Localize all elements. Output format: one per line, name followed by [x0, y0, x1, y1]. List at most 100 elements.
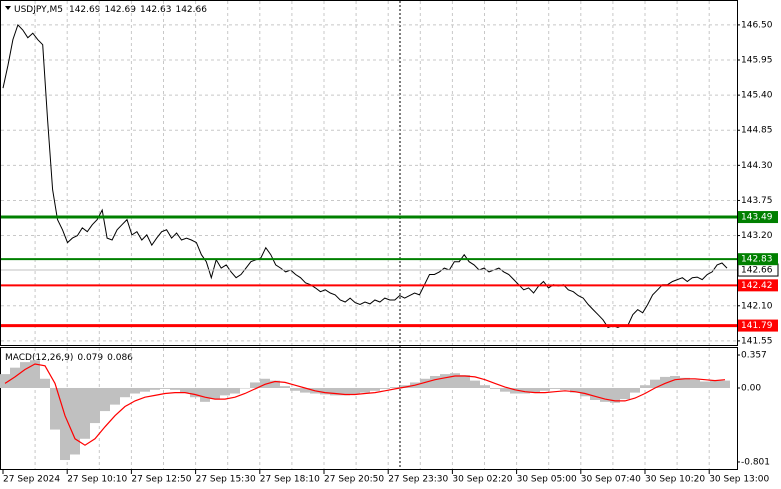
x-tick-label: 27 Sep 12:50: [131, 475, 191, 485]
histogram-bar: [680, 377, 690, 388]
histogram-bar: [20, 362, 30, 388]
histogram-bar: [260, 378, 270, 388]
histogram-bar: [220, 387, 230, 396]
histogram-bar: [620, 387, 630, 400]
y-tick-label: 144.30: [741, 161, 773, 171]
signal-line: [4, 363, 726, 446]
y-tick-label: 142.10: [741, 301, 773, 311]
histogram-bar: [90, 387, 100, 424]
histogram-bar: [230, 387, 240, 394]
y-tick-label: 143.20: [741, 231, 773, 241]
histogram-bar: [360, 387, 370, 393]
histogram-bar: [440, 374, 450, 388]
y-tick-label: 0.357: [741, 351, 767, 361]
x-tick-label: 27 Sep 18:10: [260, 475, 320, 485]
level-label: 142.42: [741, 281, 773, 291]
histogram-bar: [150, 387, 160, 390]
histogram-bar: [700, 381, 710, 388]
histogram-bar: [320, 387, 330, 395]
y-tick-label: 141.55: [741, 336, 773, 346]
level-label: 143.49: [741, 213, 773, 223]
histogram-bar: [130, 387, 140, 394]
histogram-bar: [520, 387, 530, 394]
histogram-bar: [140, 387, 150, 392]
y-tick-label: 145.40: [741, 91, 773, 101]
histogram-bar: [80, 387, 90, 439]
x-tick-label: 30 Sep 10:20: [645, 475, 705, 485]
histogram-bar: [380, 387, 390, 389]
symbol: USDJPY,M5: [14, 5, 63, 15]
open: 142.69: [69, 5, 101, 15]
histogram-bar: [590, 387, 600, 400]
histogram-bar: [550, 387, 560, 389]
level-box: [738, 319, 778, 332]
histogram-bar: [500, 387, 510, 392]
level-label: 142.83: [741, 255, 773, 265]
histogram-bar: [640, 385, 650, 388]
histogram-bar: [710, 380, 720, 388]
histogram-bar: [110, 387, 120, 405]
histogram-bar: [170, 387, 180, 390]
y-tick-label: 143.75: [741, 196, 773, 206]
macd-panel: [0, 347, 738, 470]
histogram-bar: [60, 387, 70, 461]
histogram-bar: [100, 387, 110, 412]
histogram-bar: [610, 387, 620, 403]
histogram-bar: [210, 387, 220, 400]
histogram-bar: [460, 375, 470, 388]
histogram-bar: [290, 387, 300, 391]
price-line: [2, 23, 728, 329]
histogram-bar: [660, 376, 670, 388]
histogram-bar: [190, 387, 200, 398]
histogram-bar: [340, 387, 350, 396]
histogram-bar: [470, 380, 480, 388]
menu-arrow[interactable]: [5, 6, 11, 10]
macd-value: 0.079: [77, 353, 103, 363]
histogram-bar: [690, 379, 700, 388]
x-tick-label: 30 Sep 07:40: [581, 475, 641, 485]
y-tick-label: 144.85: [741, 126, 773, 136]
x-tick-label: 30 Sep 05:00: [517, 475, 577, 485]
x-tick-label: 27 Sep 15:30: [196, 475, 256, 485]
level-box: [738, 211, 778, 224]
histogram-bar: [490, 387, 500, 389]
level-label: 141.79: [741, 321, 773, 331]
histogram-bar: [450, 373, 460, 388]
histogram-bar: [510, 387, 520, 394]
histogram-bar: [0, 374, 10, 388]
y-tick-label: 0.00: [741, 383, 761, 393]
x-tick-label: 27 Sep 23:30: [388, 475, 448, 485]
y-tick-label: 146.50: [741, 20, 773, 30]
x-tick-label: 27 Sep 2024: [3, 475, 60, 485]
x-tick-label: 30 Sep 13:00: [709, 475, 769, 485]
histogram-bar: [300, 387, 310, 393]
histogram-bar: [270, 380, 280, 388]
histogram-bar: [580, 387, 590, 397]
histogram-bar: [600, 387, 610, 402]
histogram-bar: [560, 387, 570, 390]
histogram-bar: [40, 378, 50, 388]
histogram-bar: [200, 387, 210, 402]
histogram-bar: [330, 387, 340, 396]
close: 142.66: [175, 5, 207, 15]
indicator: MACD(12,26,9): [5, 353, 73, 363]
histogram-bar: [10, 367, 20, 388]
histogram-bar: [480, 385, 490, 388]
histogram-bar: [420, 378, 430, 388]
histogram-bar: [120, 387, 130, 398]
histogram-bar: [370, 387, 380, 391]
y-tick-label: -0.801: [741, 457, 770, 467]
x-tick-label: 30 Sep 02:20: [452, 475, 512, 485]
level-box: [738, 253, 778, 266]
level-box: [738, 279, 778, 292]
histogram-bar: [30, 360, 40, 388]
histogram-bar: [630, 387, 640, 393]
x-tick-label: 27 Sep 20:50: [324, 475, 384, 485]
histogram-bar: [570, 387, 580, 393]
histogram-bar: [720, 380, 730, 388]
signal-value: 0.086: [107, 353, 133, 363]
histogram-bar: [430, 375, 440, 388]
histogram-bar: [240, 387, 250, 389]
histogram-bar: [160, 387, 170, 389]
